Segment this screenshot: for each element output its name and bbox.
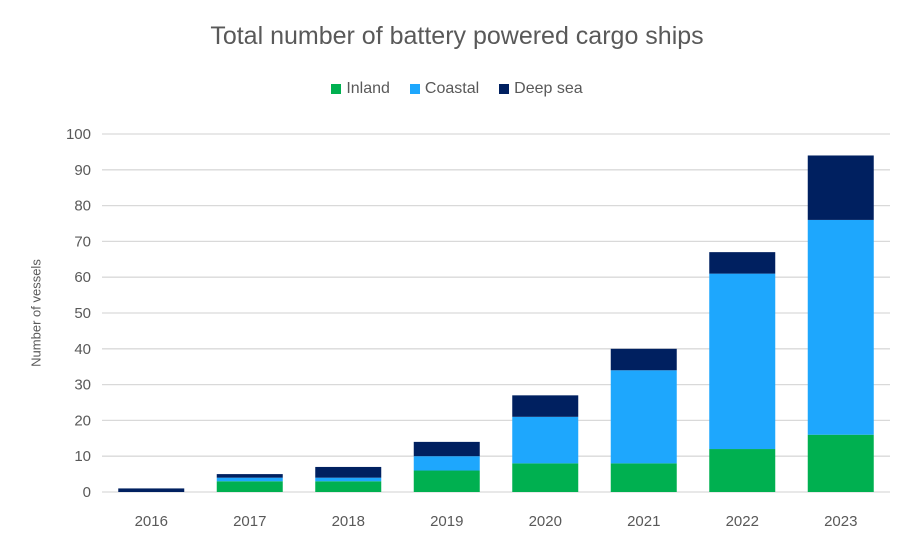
bar-coastal-2018 xyxy=(315,477,382,482)
legend-swatch-coastal xyxy=(409,84,420,94)
y-tick-label: 30 xyxy=(74,377,91,394)
legend-item-deep-sea: Deep sea xyxy=(499,80,583,98)
bar-coastal-2021 xyxy=(610,370,677,464)
x-tick-label: 2017 xyxy=(233,513,266,530)
x-tick-label: 2021 xyxy=(627,513,660,530)
x-tick-label: 2018 xyxy=(332,513,365,530)
x-tick-label: 2019 xyxy=(430,513,463,530)
y-tick-label: 50 xyxy=(74,305,91,322)
y-tick-label: 20 xyxy=(74,412,91,429)
bar-deep-sea-2019 xyxy=(413,441,480,457)
bar-inland-2021 xyxy=(610,463,677,492)
bar-coastal-2023 xyxy=(807,219,874,435)
bar-inland-2022 xyxy=(709,449,776,492)
x-tick-label: 2020 xyxy=(529,513,562,530)
bar-deep-sea-2016 xyxy=(118,488,185,492)
x-tick-label: 2022 xyxy=(726,513,759,530)
bar-deep-sea-2022 xyxy=(709,252,776,274)
bar-inland-2017 xyxy=(216,481,283,492)
x-tick-label: 2023 xyxy=(824,513,857,530)
bar-deep-sea-2017 xyxy=(216,474,283,478)
legend-label-inland: Inland xyxy=(346,80,390,97)
legend-label-deep-sea: Deep sea xyxy=(514,80,583,97)
x-tick-label: 2016 xyxy=(135,513,168,530)
y-tick-label: 80 xyxy=(74,198,91,215)
bar-coastal-2019 xyxy=(413,456,480,471)
bar-inland-2023 xyxy=(807,434,874,492)
y-tick-label: 90 xyxy=(74,162,91,179)
legend-item-coastal: Coastal xyxy=(409,80,480,98)
legend-swatch-deep-sea xyxy=(499,84,510,94)
bar-deep-sea-2023 xyxy=(807,155,874,220)
bar-inland-2018 xyxy=(315,481,382,492)
bar-coastal-2020 xyxy=(512,416,579,464)
legend-swatch-inland xyxy=(331,84,342,94)
y-tick-label: 40 xyxy=(74,341,91,358)
y-tick-label: 10 xyxy=(74,448,91,465)
bar-coastal-2017 xyxy=(216,477,283,482)
legend: Inland Coastal Deep sea xyxy=(0,80,914,98)
bar-inland-2019 xyxy=(413,470,480,492)
bar-coastal-2022 xyxy=(709,273,776,450)
bar-deep-sea-2018 xyxy=(315,466,382,478)
chart-title: Total number of battery powered cargo sh… xyxy=(210,22,704,50)
y-tick-label: 60 xyxy=(74,269,91,286)
bar-inland-2020 xyxy=(512,463,579,492)
y-tick-label: 0 xyxy=(83,484,91,501)
y-tick-label: 100 xyxy=(66,126,91,143)
bar-deep-sea-2021 xyxy=(610,348,677,371)
legend-item-inland: Inland xyxy=(331,80,390,98)
y-tick-label: 70 xyxy=(74,233,91,250)
legend-label-coastal: Coastal xyxy=(424,80,480,97)
bar-deep-sea-2020 xyxy=(512,395,579,417)
